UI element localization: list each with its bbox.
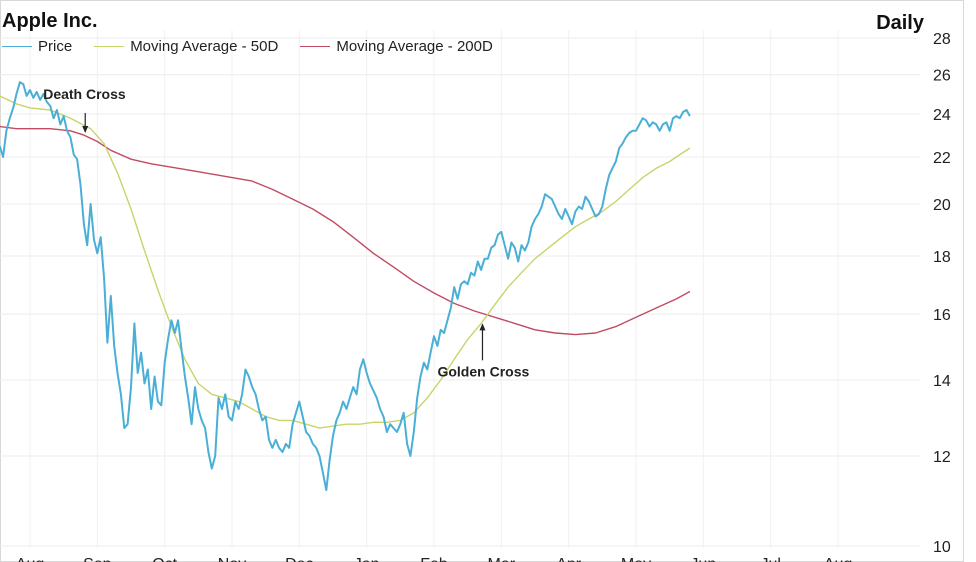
legend-swatch-ma200 xyxy=(300,46,331,47)
legend-swatch-ma50 xyxy=(94,46,125,47)
y-tick-label: 22 xyxy=(933,150,951,167)
chart-title: Apple Inc. xyxy=(2,10,98,32)
series-line-ma50 xyxy=(0,95,691,429)
x-tick-label: Oct xyxy=(152,556,177,562)
series-line-ma200 xyxy=(0,125,691,336)
y-tick-label: 16 xyxy=(933,307,951,324)
y-tick-label: 12 xyxy=(933,449,951,466)
legend-label-ma50: Moving Average - 50D xyxy=(130,38,279,55)
x-tick-label: Mar xyxy=(488,556,516,562)
legend-label-price: Price xyxy=(38,38,73,55)
x-tick-label: Aug xyxy=(16,556,44,562)
annotations: Death Cross Golden Cross xyxy=(43,86,529,379)
x-tick-label: Dec xyxy=(285,556,313,562)
y-tick-label: 26 xyxy=(933,68,951,85)
series-line-price xyxy=(0,81,691,492)
y-tick-label: 24 xyxy=(933,107,951,124)
x-tick-label: Nov xyxy=(218,556,246,562)
x-tick-label: Jan xyxy=(354,556,380,562)
legend: Price Moving Average - 50D Moving Averag… xyxy=(2,38,515,55)
x-tick-label: May xyxy=(621,556,651,562)
legend-swatch-price xyxy=(2,46,32,47)
y-tick-label: 28 xyxy=(933,31,951,48)
frequency-label: Daily xyxy=(876,12,924,34)
x-axis: Aug Sep Oct Nov Dec Jan Feb Mar Apr May Jun Jul Aug xyxy=(16,556,852,562)
y-tick-label: 18 xyxy=(933,249,951,266)
x-tick-label: Aug xyxy=(824,556,852,562)
series-layer xyxy=(0,81,691,492)
y-tick-label: 10 xyxy=(933,539,951,556)
y-axis: 10 12 14 16 18 20 22 24 26 28 xyxy=(933,31,951,556)
legend-label-ma200: Moving Average - 200D xyxy=(336,38,493,55)
legend-item-ma200: Moving Average - 200D xyxy=(300,38,493,55)
golden-cross-label: Golden Cross xyxy=(437,363,529,379)
x-tick-label: Sep xyxy=(83,556,112,562)
golden-cross-arrowhead xyxy=(479,323,486,331)
x-tick-label: Jul xyxy=(760,556,780,562)
death-cross-label: Death Cross xyxy=(43,86,126,102)
legend-item-price: Price xyxy=(2,38,72,55)
y-tick-label: 14 xyxy=(933,373,951,390)
y-tick-label: 20 xyxy=(933,197,951,214)
x-tick-label: Apr xyxy=(556,556,582,562)
death-cross-arrowhead xyxy=(82,126,89,134)
legend-item-ma50: Moving Average - 50D xyxy=(94,38,278,55)
x-tick-label: Feb xyxy=(420,556,448,562)
x-tick-label: Jun xyxy=(690,556,716,562)
